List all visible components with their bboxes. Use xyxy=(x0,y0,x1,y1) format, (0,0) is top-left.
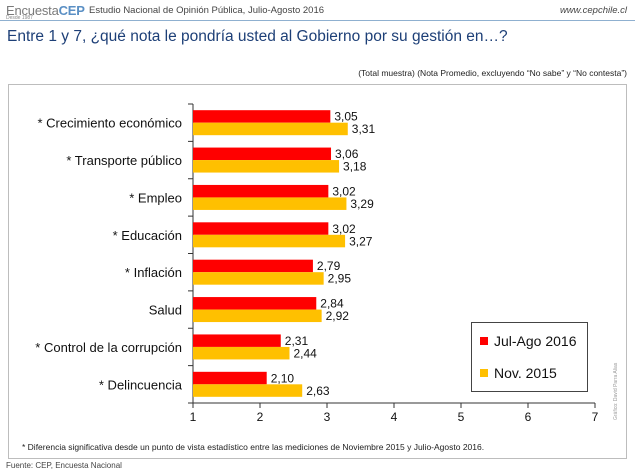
header-divider xyxy=(0,20,635,21)
data-label-nov-2015-2: 3,29 xyxy=(350,197,374,211)
bar-nov-2015-6 xyxy=(193,346,290,360)
bar-nov-2015-1 xyxy=(193,160,340,173)
legend-item-nov-2015: Nov. 2015 xyxy=(480,365,557,381)
category-label-6: * Control de la corrupción xyxy=(35,340,182,355)
category-label-5: Salud xyxy=(149,303,182,318)
chart-frame xyxy=(8,84,627,459)
encuesta-cep-logo: EncuestaCEP xyxy=(6,3,85,18)
chart-legend: Jul-Ago 2016 Nov. 2015 xyxy=(471,322,588,392)
data-label-jul-ago-2016-7: 2,10 xyxy=(271,371,295,385)
data-label-jul-ago-2016-0: 3,05 xyxy=(334,110,358,124)
category-label-2: * Empleo xyxy=(129,190,182,205)
bar-nov-2015-5 xyxy=(193,309,322,323)
chart-credit: Gráfico: David Parra Alias xyxy=(613,362,619,420)
bar-jul-ago-2016-6 xyxy=(193,334,281,347)
bar-nov-2015-2 xyxy=(193,197,347,210)
bar-jul-ago-2016-0 xyxy=(193,110,331,123)
legend-item-jul-ago-2016: Jul-Ago 2016 xyxy=(480,333,577,349)
legend-swatch-yellow xyxy=(480,369,488,377)
x-tick-label-7: 7 xyxy=(592,410,599,424)
data-label-jul-ago-2016-3: 3,02 xyxy=(332,222,356,236)
source-text: Fuente: CEP, Encuesta Nacional xyxy=(6,461,122,470)
survey-title: Estudio Nacional de Opinión Pública, Jul… xyxy=(89,5,325,16)
x-tick-label-4: 4 xyxy=(391,410,398,424)
data-label-jul-ago-2016-2: 3,02 xyxy=(332,184,356,198)
bar-nov-2015-0 xyxy=(193,122,348,136)
data-label-jul-ago-2016-1: 3,06 xyxy=(335,147,359,161)
data-label-nov-2015-1: 3,18 xyxy=(343,160,367,174)
bar-jul-ago-2016-4 xyxy=(193,259,313,273)
category-label-3: * Educación xyxy=(113,228,182,243)
data-label-nov-2015-7: 2,63 xyxy=(306,384,330,398)
legend-label-nov-2015: Nov. 2015 xyxy=(494,365,557,381)
x-tick-label-2: 2 xyxy=(257,410,264,424)
header: EncuestaCEP Desde 1987 Estudio Nacional … xyxy=(0,0,635,21)
legend-swatch-red xyxy=(480,337,488,345)
data-label-jul-ago-2016-4: 2,79 xyxy=(317,259,341,273)
bar-jul-ago-2016-1 xyxy=(193,147,332,161)
x-tick-label-3: 3 xyxy=(324,410,331,424)
category-label-4: * Inflación xyxy=(125,265,182,280)
data-label-jul-ago-2016-6: 2,31 xyxy=(285,334,309,348)
data-label-nov-2015-5: 2,92 xyxy=(326,309,350,323)
data-label-nov-2015-6: 2,44 xyxy=(293,346,317,360)
data-label-nov-2015-3: 3,27 xyxy=(349,234,373,248)
bar-nov-2015-3 xyxy=(193,234,346,248)
sample-note: (Total muestra) (Nota Promedio, excluyen… xyxy=(358,68,627,78)
logo-subtitle: Desde 1987 xyxy=(6,15,33,21)
legend-label-jul-ago-2016: Jul-Ago 2016 xyxy=(494,333,577,349)
category-label-1: * Transporte público xyxy=(66,153,182,168)
footnote: * Diferencia significativa desde un punt… xyxy=(22,442,485,452)
data-label-nov-2015-0: 3,31 xyxy=(352,122,376,136)
category-label-7: * Delincuencia xyxy=(99,377,183,392)
data-label-jul-ago-2016-5: 2,84 xyxy=(320,297,344,311)
bar-jul-ago-2016-5 xyxy=(193,297,317,310)
question-title: Entre 1 y 7, ¿qué nota le pondría usted … xyxy=(7,28,508,45)
bar-nov-2015-7 xyxy=(193,384,303,397)
website-link[interactable]: www.cepchile.cl xyxy=(559,5,627,16)
x-tick-label-5: 5 xyxy=(458,410,465,424)
bar-jul-ago-2016-2 xyxy=(193,184,329,198)
x-tick-label-1: 1 xyxy=(190,410,197,424)
bar-jul-ago-2016-7 xyxy=(193,371,267,385)
x-tick-label-6: 6 xyxy=(525,410,532,424)
category-label-0: * Crecimiento económico xyxy=(37,116,182,131)
bar-nov-2015-4 xyxy=(193,272,324,285)
data-label-nov-2015-4: 2,95 xyxy=(328,272,352,286)
bar-jul-ago-2016-3 xyxy=(193,222,329,235)
